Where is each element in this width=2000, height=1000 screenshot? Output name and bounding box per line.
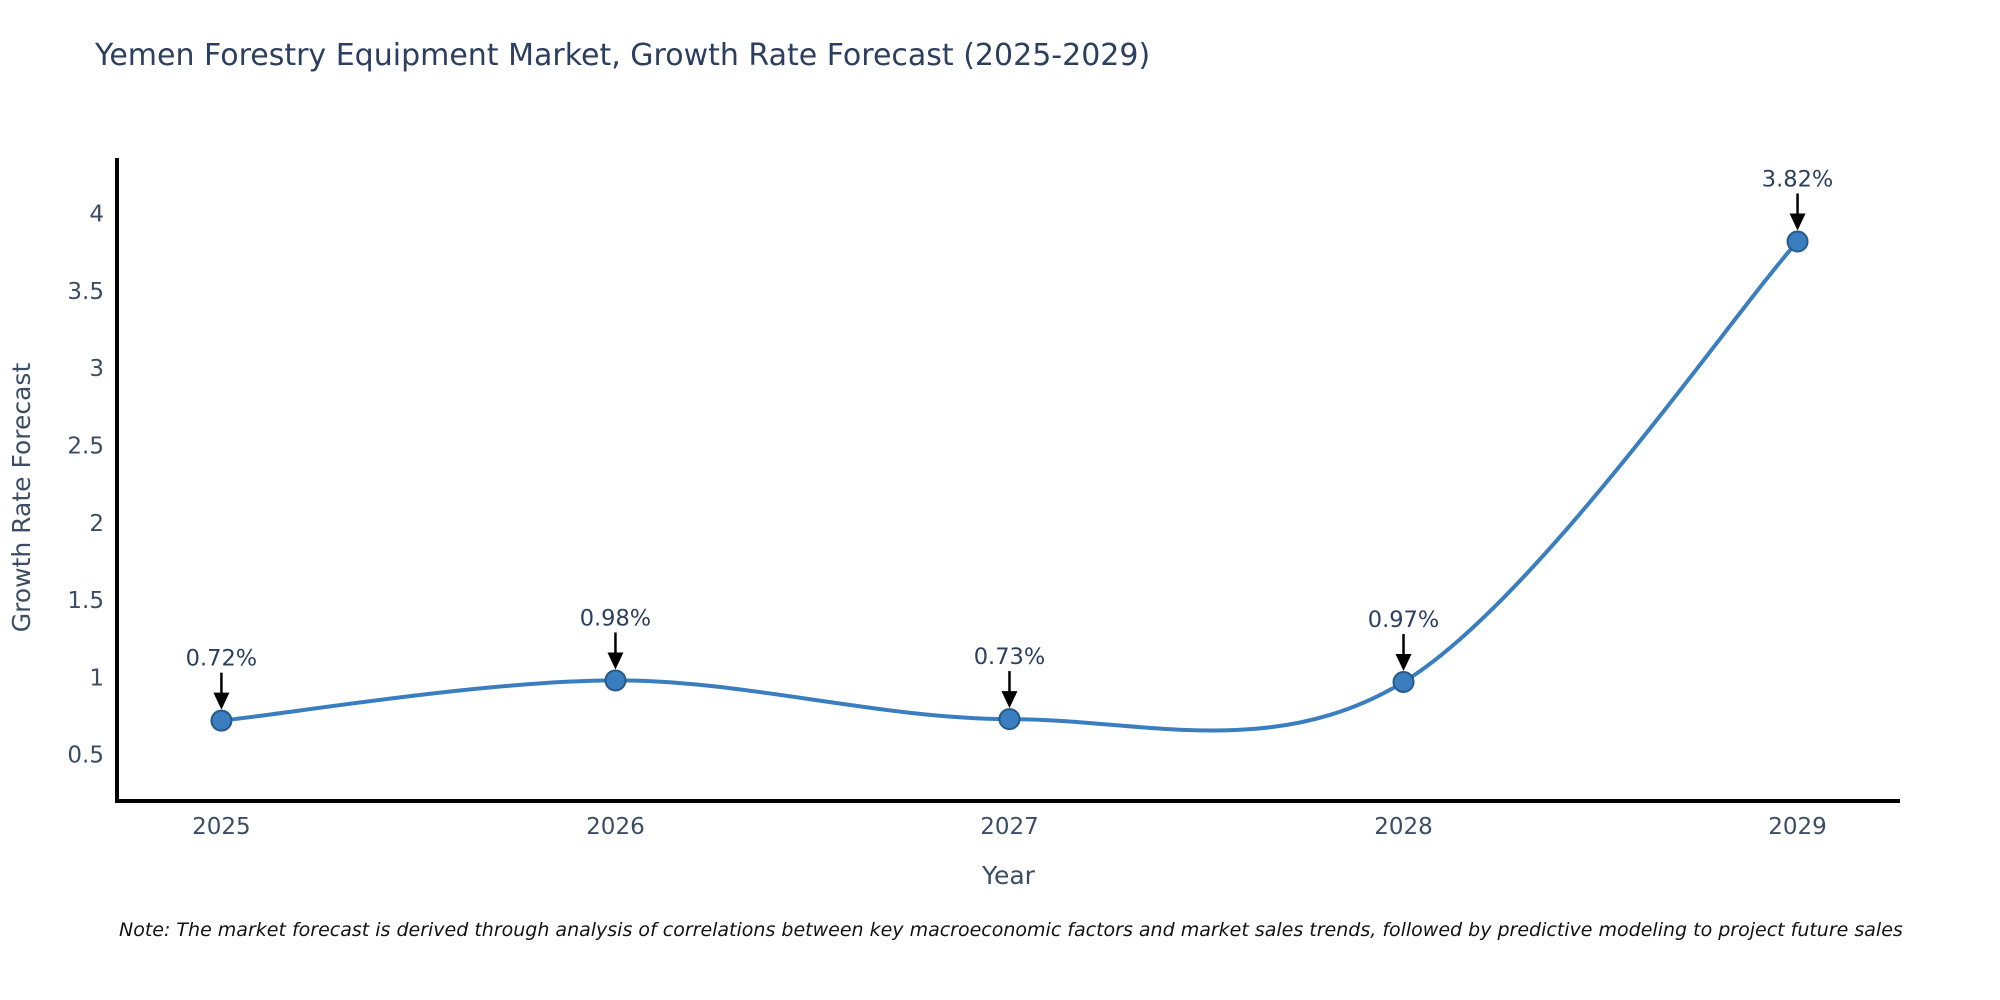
x-tick-label: 2027 [980, 814, 1039, 840]
annotation-arrowhead [1789, 213, 1806, 231]
y-tick-label: 3 [89, 356, 104, 382]
y-tick-label: 1 [89, 665, 104, 691]
y-tick-label: 2 [89, 511, 104, 537]
y-tick-label: 1.5 [67, 588, 104, 614]
chart-footnote: Note: The market forecast is derived thr… [119, 919, 1903, 941]
data-point-marker [998, 708, 1021, 731]
annotation-arrowhead [1395, 653, 1412, 671]
data-point-marker [1786, 230, 1809, 253]
annotation-label: 0.73% [974, 644, 1045, 670]
annotation-label: 0.98% [580, 605, 651, 631]
x-tick-label: 2026 [586, 814, 645, 840]
x-tick-label: 2028 [1374, 814, 1433, 840]
annotation-label: 3.82% [1762, 166, 1833, 192]
series-line [219, 239, 1800, 733]
chart-title: Yemen Forestry Equipment Market, Growth … [95, 38, 1151, 73]
y-axis-title: Growth Rate Forecast [7, 363, 36, 633]
annotation-arrowhead [607, 652, 624, 670]
y-tick-label: 3.5 [67, 279, 104, 305]
x-axis-title: Year [981, 861, 1036, 890]
annotation-label: 0.97% [1368, 607, 1439, 633]
y-tick-label: 2.5 [67, 433, 104, 459]
x-tick-label: 2029 [1768, 814, 1827, 840]
annotation-arrowhead [213, 692, 230, 710]
annotation-arrowhead [1001, 691, 1018, 709]
data-point-marker [210, 709, 233, 732]
y-tick-label: 4 [89, 202, 104, 228]
y-tick-label: 0.5 [67, 743, 104, 769]
data-point-marker [1392, 670, 1415, 693]
x-tick-label: 2025 [192, 814, 251, 840]
annotation-label: 0.72% [186, 646, 257, 672]
data-point-marker [604, 669, 627, 692]
